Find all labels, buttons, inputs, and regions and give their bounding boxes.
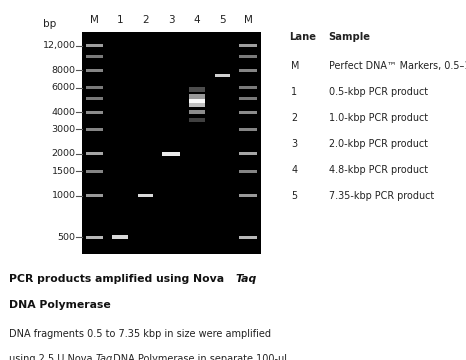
Text: 7.35-kbp PCR product: 7.35-kbp PCR product xyxy=(329,190,434,201)
Text: 1.0-kbp PCR product: 1.0-kbp PCR product xyxy=(329,113,427,123)
Text: DNA fragments 0.5 to 7.35 kbp in size were amplified: DNA fragments 0.5 to 7.35 kbp in size we… xyxy=(9,329,271,339)
Text: 0.5-kbp PCR product: 0.5-kbp PCR product xyxy=(329,87,427,97)
Text: 3: 3 xyxy=(291,139,297,149)
Text: Perfect DNA™ Markers, 0.5–12 kbp: Perfect DNA™ Markers, 0.5–12 kbp xyxy=(329,61,466,71)
Text: 12,000: 12,000 xyxy=(43,41,76,50)
Text: 500: 500 xyxy=(58,233,76,242)
Text: 4000: 4000 xyxy=(52,108,76,117)
Text: 2000: 2000 xyxy=(52,149,76,158)
Text: 1: 1 xyxy=(291,87,297,97)
Text: 8000: 8000 xyxy=(52,66,76,75)
Text: 3000: 3000 xyxy=(52,125,76,134)
Text: 1500: 1500 xyxy=(52,167,76,176)
Text: M: M xyxy=(291,61,300,71)
Text: DNA Polymerase in separate 100-μl: DNA Polymerase in separate 100-μl xyxy=(110,354,287,360)
Text: 5: 5 xyxy=(291,190,297,201)
Text: PCR products amplified using Nova: PCR products amplified using Nova xyxy=(9,274,225,284)
Text: 4: 4 xyxy=(291,165,297,175)
Text: DNA Polymerase: DNA Polymerase xyxy=(9,300,111,310)
Text: 2: 2 xyxy=(291,113,297,123)
Text: 2.0-kbp PCR product: 2.0-kbp PCR product xyxy=(329,139,427,149)
Text: Lane: Lane xyxy=(289,32,316,42)
Text: Sample: Sample xyxy=(329,32,370,42)
Text: Taq: Taq xyxy=(235,274,257,284)
Text: 6000: 6000 xyxy=(52,83,76,92)
Text: bp: bp xyxy=(43,19,56,29)
Text: 4.8-kbp PCR product: 4.8-kbp PCR product xyxy=(329,165,427,175)
Text: Taq: Taq xyxy=(96,354,113,360)
Text: 1000: 1000 xyxy=(52,191,76,200)
Text: using 2.5 U Nova: using 2.5 U Nova xyxy=(9,354,93,360)
